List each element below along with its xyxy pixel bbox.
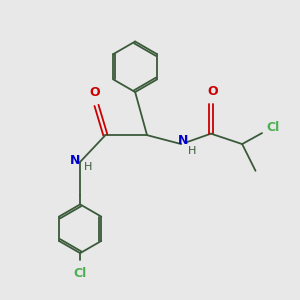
Text: H: H: [83, 162, 92, 172]
Text: N: N: [70, 154, 80, 167]
Text: H: H: [188, 146, 197, 156]
Text: Cl: Cl: [266, 121, 279, 134]
Text: O: O: [90, 86, 100, 100]
Text: O: O: [207, 85, 218, 98]
Text: Cl: Cl: [74, 266, 87, 280]
Text: N: N: [178, 134, 188, 147]
